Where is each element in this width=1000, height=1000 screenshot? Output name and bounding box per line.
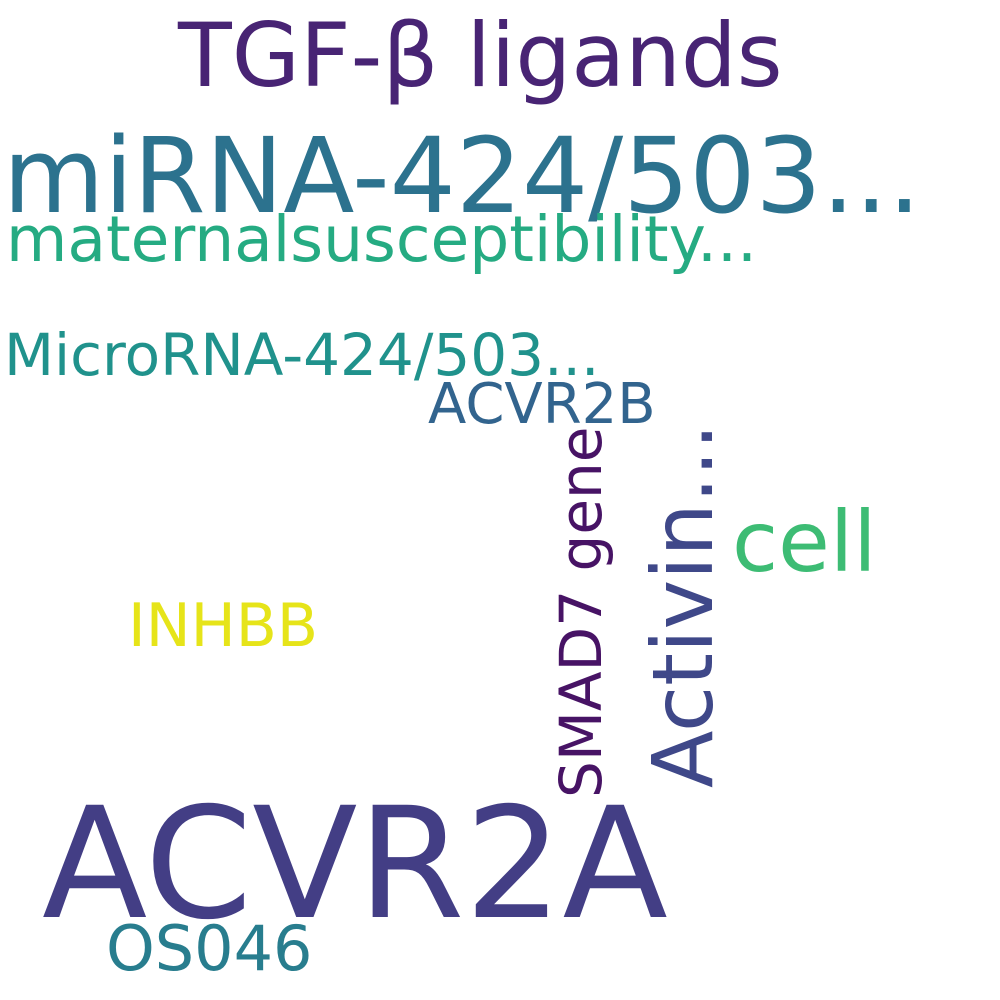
word-microrna-424-503: MicroRNA-424/503... xyxy=(4,321,600,389)
word-mirna-424-503: miRNA-424/503... xyxy=(3,115,921,237)
word-maternal-susceptibility: maternalsusceptibility... xyxy=(6,203,758,276)
word-os046: OS046 xyxy=(106,912,313,985)
word-acvr2b: ACVR2B xyxy=(428,372,656,437)
word-activin: Activin... xyxy=(634,423,732,788)
word-smad7-gene: SMAD7 gene xyxy=(547,426,615,798)
word-cell: cell xyxy=(732,493,877,591)
word-acvr2a: ACVR2A xyxy=(42,775,668,954)
word-tgf-beta-ligands: TGF-β ligands xyxy=(178,4,783,107)
word-inhbb: INHBB xyxy=(128,591,319,661)
